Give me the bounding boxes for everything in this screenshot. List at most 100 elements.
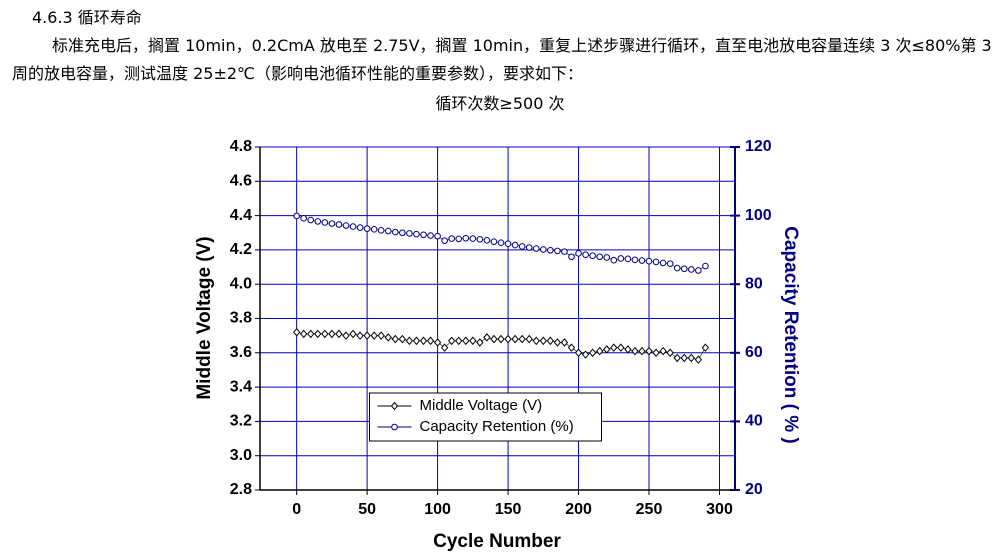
data-point: [575, 250, 582, 257]
data-point: [603, 254, 611, 261]
data-point: [631, 346, 639, 356]
data-point: [490, 334, 498, 344]
data-point: [448, 336, 456, 346]
data-point: [307, 329, 315, 339]
data-point: [328, 329, 336, 339]
data-point: [426, 336, 435, 346]
data-point: [532, 336, 540, 346]
y-tick-label: 3.0: [230, 447, 252, 464]
data-point: [440, 343, 449, 352]
y-tick-label: 4.6: [230, 173, 252, 190]
y-axis-title: Middle Voltage (V): [194, 236, 215, 399]
data-point: [292, 327, 301, 337]
data-point: [518, 243, 526, 250]
data-point: [666, 348, 674, 358]
data-point: [525, 244, 533, 251]
data-point: [469, 235, 477, 242]
data-point: [553, 338, 562, 347]
data-point: [462, 336, 470, 346]
legend-marker: [390, 401, 399, 411]
data-point: [540, 246, 547, 253]
data-point: [547, 246, 554, 254]
data-point: [483, 236, 491, 244]
data-point: [398, 334, 407, 344]
data-point: [342, 331, 350, 340]
data-point: [356, 331, 364, 340]
data-point: [497, 334, 505, 344]
data-point: [370, 226, 378, 233]
x-tick-label: 250: [636, 501, 663, 518]
data-point: [328, 220, 336, 227]
data-point: [335, 329, 343, 339]
data-point: [370, 331, 378, 340]
data-point: [659, 346, 667, 356]
section-heading: 4.6.3 循环寿命: [32, 8, 142, 27]
data-point: [406, 230, 413, 237]
data-point: [300, 215, 307, 222]
data-point: [349, 223, 357, 230]
y-tick-label: 3.8: [230, 310, 252, 327]
data-point: [631, 256, 639, 264]
data-point: [497, 239, 505, 246]
data-point: [645, 346, 653, 356]
data-point: [455, 235, 463, 243]
y2-tick-label: 120: [745, 138, 772, 155]
y2-tick-label: 20: [745, 481, 763, 498]
data-point: [504, 240, 512, 248]
data-point: [666, 260, 674, 267]
data-point: [518, 334, 526, 344]
data-point: [314, 218, 322, 225]
data-point: [561, 248, 568, 255]
data-point: [673, 264, 681, 272]
data-point: [702, 262, 709, 270]
data-point: [363, 331, 371, 340]
y-tick-label: 4.0: [230, 275, 252, 292]
data-point: [638, 346, 646, 356]
data-point: [321, 219, 329, 226]
data-point: [694, 355, 703, 364]
data-point: [511, 334, 519, 344]
data-point: [300, 329, 308, 339]
data-point: [448, 235, 455, 242]
data-point: [476, 235, 484, 243]
data-point: [582, 251, 589, 259]
data-point: [462, 234, 470, 242]
legend-label: Capacity Retention (%): [420, 418, 574, 435]
x-tick-label: 150: [495, 501, 522, 518]
data-point: [342, 222, 350, 229]
data-point: [419, 336, 428, 346]
data-point: [525, 334, 533, 344]
data-point: [483, 333, 491, 342]
data-point: [589, 252, 596, 260]
data-point: [624, 345, 632, 354]
data-point: [652, 348, 660, 358]
data-point: [314, 329, 322, 339]
data-point: [680, 353, 688, 363]
data-point: [511, 241, 519, 249]
data-point: [610, 343, 618, 352]
data-point: [412, 336, 421, 346]
paragraph: 标准充电后，搁置 10min，0.2CmA 放电至 2.75V，搁置 10min…: [12, 36, 992, 83]
data-point: [624, 255, 632, 263]
data-point: [321, 329, 329, 339]
y-tick-label: 4.2: [230, 241, 252, 258]
legend-marker: [391, 423, 398, 431]
data-point: [673, 353, 681, 363]
data-point: [680, 265, 688, 273]
data-point: [391, 334, 399, 344]
data-point: [427, 232, 434, 239]
data-point: [293, 212, 300, 220]
requirement: 循环次数≥500 次: [435, 94, 565, 113]
data-point: [574, 348, 583, 358]
data-point: [392, 228, 399, 236]
data-point: [567, 343, 576, 352]
y2-tick-label: 80: [745, 275, 763, 292]
data-point: [546, 336, 555, 346]
y-tick-label: 3.2: [230, 413, 252, 430]
data-point: [434, 232, 441, 240]
y-tick-label: 3.6: [230, 344, 252, 361]
data-point: [384, 227, 392, 235]
data-point: [307, 216, 315, 224]
